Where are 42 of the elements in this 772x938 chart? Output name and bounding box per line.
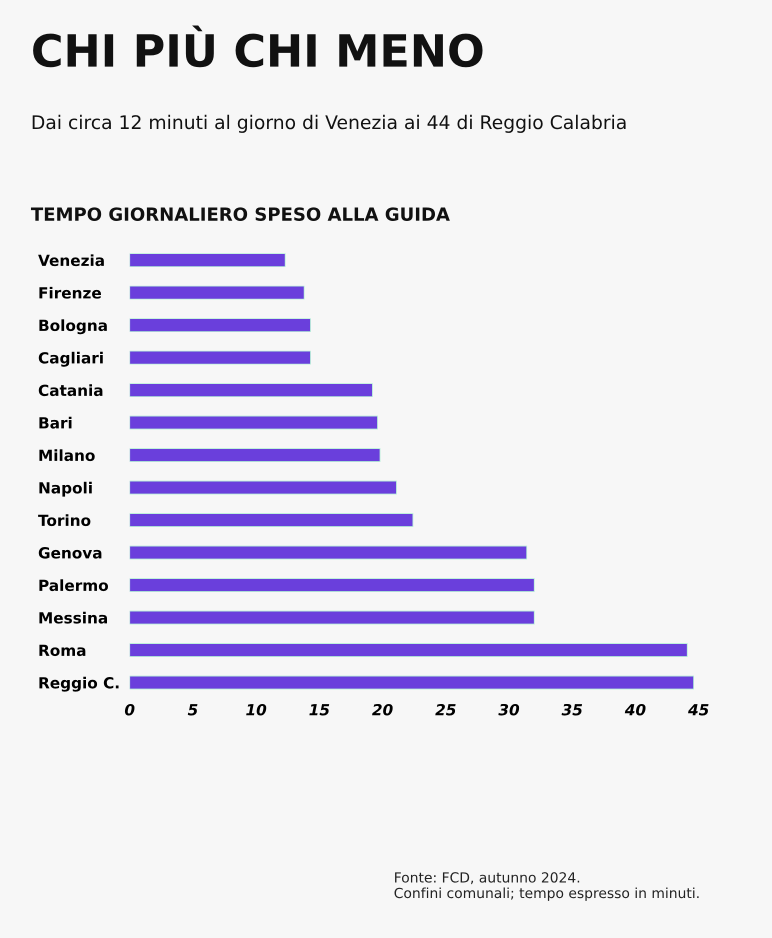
y-tick-label: Catania: [38, 384, 102, 396]
y-tick-label: Reggio C.: [39, 676, 119, 692]
y-tick-label: Milano: [39, 449, 95, 462]
bar: [130, 546, 528, 560]
y-tick-label: Bologna: [39, 319, 107, 334]
bar: [130, 480, 397, 495]
y-tick-label: Venezia: [38, 254, 104, 266]
y-tick-label: Messina: [39, 612, 108, 624]
bar: [130, 513, 414, 528]
y-tick-label: Cagliari: [38, 352, 103, 367]
bar: [130, 416, 378, 430]
y-tick-label: Napoli: [39, 482, 92, 497]
y-tick-label: Palermo: [39, 579, 108, 592]
x-tick-label: 5: [188, 704, 198, 716]
x-tick-label: 10: [246, 704, 266, 716]
y-tick-label: Roma: [39, 644, 86, 656]
x-tick-label: 25: [435, 704, 456, 716]
bar: [130, 578, 535, 592]
bar: [130, 253, 286, 268]
bar: [130, 383, 373, 398]
x-tick-label: 0: [124, 704, 134, 716]
bar: [130, 286, 305, 300]
y-tick-label: Bari: [39, 416, 72, 429]
chart-subtitle: Dai circa 12 minuti al giorno di Venezia ai 44 di Reggio Calabria: [32, 114, 626, 133]
x-tick-label: 40: [624, 704, 646, 716]
bar: [130, 318, 311, 332]
y-tick-label: Torino: [38, 514, 90, 526]
bar: [130, 448, 380, 462]
bar: [130, 350, 311, 365]
x-tick-label: 30: [498, 704, 520, 716]
x-tick-label: 20: [372, 704, 393, 716]
x-tick-label: 35: [562, 704, 582, 716]
bar: [130, 610, 535, 624]
bar: [130, 676, 694, 690]
bar: [130, 643, 688, 657]
x-tick-label: 45: [688, 704, 708, 716]
y-tick-label: Firenze: [39, 286, 101, 299]
chart-title: CHI PIÙ CHI MENO: [33, 25, 483, 68]
y-tick-label: Genova: [38, 547, 102, 559]
x-tick-label: 15: [309, 704, 330, 716]
source-note: Fonte: FCD, autunno 2024. Confini comunali; tempo espresso in minuti.: [394, 872, 699, 901]
x-axis-title: TEMPO GIORNALIERO SPESO ALLA GUIDA: [30, 207, 450, 221]
